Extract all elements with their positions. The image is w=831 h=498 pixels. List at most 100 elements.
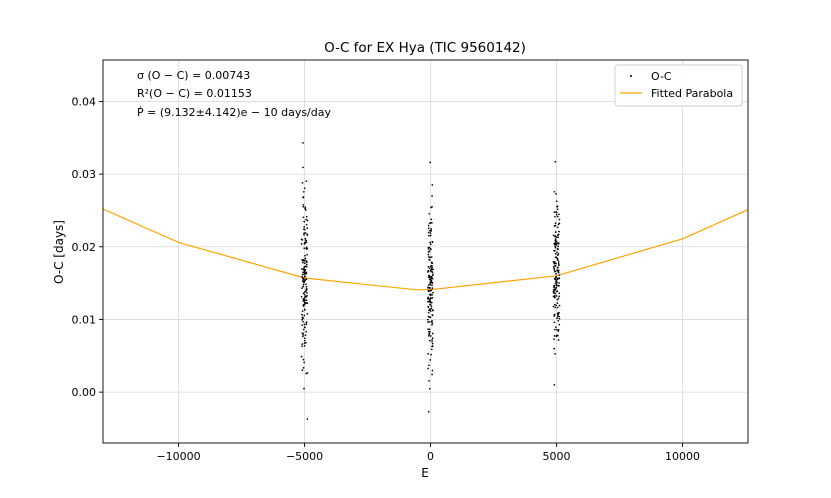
oc-data-point [304, 206, 307, 209]
x-axis-ticks: −10000 −5000 0 5000 10000 [156, 443, 700, 463]
oc-data-point [431, 309, 434, 311]
x-tick-label: −5000 [286, 450, 323, 463]
oc-data-point [427, 284, 430, 286]
oc-data-point [302, 216, 305, 219]
oc-data-point [305, 372, 308, 375]
oc-data-point [301, 273, 304, 276]
oc-data-point [556, 277, 559, 280]
stats-annotations: σ (O − C) = 0.00743 R²(O − C) = 0.01153 … [137, 69, 331, 119]
oc-data-point [427, 321, 429, 323]
oc-data-point [427, 265, 430, 268]
oc-data-point [429, 241, 431, 244]
oc-data-point [302, 328, 305, 331]
legend-box [614, 64, 743, 107]
oc-data-point [558, 311, 560, 314]
oc-data-point [431, 332, 434, 335]
oc-data-point [554, 160, 557, 163]
oc-data-point [427, 300, 429, 303]
oc-data-point [305, 283, 307, 286]
oc-data-point [303, 339, 306, 342]
oc-data-point [431, 274, 434, 277]
oc-data-point [557, 236, 559, 239]
oc-data-point [303, 281, 305, 284]
oc-data-point [431, 324, 433, 326]
x-tick-label: 10000 [665, 450, 700, 463]
oc-data-point [557, 297, 560, 300]
oc-data-point [302, 204, 305, 206]
oc-data-point [428, 308, 431, 311]
oc-data-point [558, 282, 560, 284]
oc-data-point [556, 242, 559, 244]
oc-data-point [553, 225, 556, 227]
oc-data-point [431, 184, 434, 186]
oc-data-point [428, 212, 431, 215]
oc-data-point [555, 326, 557, 329]
y-axis-ticks: 0.00 0.01 0.02 0.03 0.04 [72, 95, 103, 399]
oc-data-point [430, 305, 433, 307]
oc-data-point [427, 305, 430, 308]
oc-data-point [556, 281, 558, 284]
oc-data-point [558, 264, 560, 266]
oc-data-point [553, 290, 555, 293]
annotation-sigma: σ (O − C) = 0.00743 [137, 69, 250, 82]
oc-data-point [303, 232, 305, 235]
oc-data-point [553, 270, 556, 273]
oc-data-point [553, 190, 556, 193]
y-tick-label: 0.01 [72, 313, 97, 326]
oc-data-point [305, 215, 308, 218]
oc-data-point [427, 286, 429, 289]
oc-data-point [431, 342, 434, 345]
oc-data-point [558, 317, 561, 320]
oc-data-point [305, 223, 308, 226]
oc-data-point [555, 304, 558, 307]
oc-data-point [305, 286, 308, 288]
oc-data-point [555, 256, 557, 259]
oc-data-point [303, 297, 306, 299]
oc-data-point [558, 295, 561, 298]
oc-data-point [302, 305, 305, 307]
oc-data-point [303, 308, 306, 311]
oc-data-point [305, 180, 308, 183]
oc-data-point [302, 261, 304, 264]
oc-data-point [427, 253, 430, 256]
oc-data-point [554, 235, 556, 238]
oc-data-point [305, 289, 308, 291]
oc-data-point [430, 264, 433, 267]
oc-data-point [554, 253, 557, 255]
oc-data-point [555, 193, 557, 195]
oc-data-point [429, 303, 431, 306]
oc-data-point [427, 298, 430, 300]
legend-label-oc: O-C [651, 70, 672, 83]
oc-data-point [557, 245, 560, 248]
oc-data-point [302, 283, 305, 286]
oc-data-point [303, 265, 306, 268]
oc-data-point [557, 259, 559, 262]
oc-data-point [306, 219, 309, 222]
annotation-period-derivative: Ṗ = (9.132±4.142)e − 10 days/day [137, 106, 331, 119]
oc-data-point [430, 267, 433, 270]
oc-data-point [303, 342, 306, 344]
oc-data-point [428, 364, 430, 367]
oc-data-point [300, 238, 303, 241]
oc-data-point [431, 222, 433, 224]
oc-data-point [553, 211, 556, 213]
oc-data-point [558, 277, 560, 280]
oc-data-point [306, 312, 309, 315]
x-tick-label: −10000 [156, 450, 200, 463]
oc-data-point [554, 241, 557, 243]
oc-data-point [305, 246, 308, 249]
oc-data-point [553, 267, 556, 270]
oc-data-point [430, 256, 433, 258]
oc-data-point [429, 297, 432, 299]
oc-data-point [306, 418, 309, 420]
oc-data-point [557, 284, 560, 287]
oc-data-point [558, 222, 561, 225]
oc-data-point [302, 205, 305, 208]
oc-data-point [554, 222, 557, 225]
oc-data-point [305, 278, 308, 280]
oc-data-point [429, 161, 432, 164]
oc-data-point [305, 321, 308, 324]
oc-data-point [306, 233, 308, 235]
oc-data-point [431, 314, 434, 317]
oc-data-point [303, 270, 306, 273]
